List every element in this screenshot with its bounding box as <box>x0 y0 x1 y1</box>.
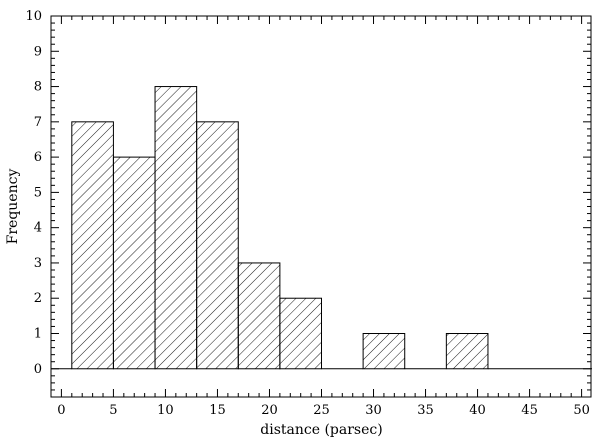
y-tick-label-1: 1 <box>34 327 42 342</box>
y-tick-label-5: 5 <box>34 185 42 200</box>
x-tick-label-0: 0 <box>57 403 65 418</box>
y-tick-label-9: 9 <box>34 44 42 59</box>
histogram-bar-1 <box>112 156 156 370</box>
bars-layer <box>51 86 592 370</box>
x-tick-label-50: 50 <box>573 403 590 418</box>
histogram-bar-5 <box>279 297 322 370</box>
x-tick-label-40: 40 <box>469 403 486 418</box>
y-tick-label-6: 6 <box>34 150 42 165</box>
y-tick-label-0: 0 <box>34 362 42 377</box>
histogram-bar-0 <box>71 121 114 370</box>
x-tick-label-20: 20 <box>261 403 278 418</box>
y-tick-label-8: 8 <box>34 80 42 95</box>
y-tick-label-7: 7 <box>34 115 42 130</box>
histogram-bar-2 <box>154 86 198 370</box>
y-tick-label-2: 2 <box>34 291 42 306</box>
x-tick-label-25: 25 <box>313 403 330 418</box>
y-tick-label-3: 3 <box>34 256 42 271</box>
y-tick-label-4: 4 <box>34 221 42 236</box>
histogram-bar-9 <box>445 333 489 370</box>
x-tick-label-5: 5 <box>109 403 117 418</box>
x-tick-label-45: 45 <box>521 403 538 418</box>
histogram-bar-3 <box>196 121 239 370</box>
y-tick-label-10: 10 <box>25 9 42 24</box>
x-tick-label-30: 30 <box>365 403 382 418</box>
x-tick-label-10: 10 <box>157 403 174 418</box>
x-tick-label-35: 35 <box>417 403 434 418</box>
x-axis-label: distance (parsec) <box>260 422 382 438</box>
y-axis-label: Frequency <box>5 169 21 245</box>
histogram-bar-4 <box>237 262 281 370</box>
histogram-bar-7 <box>362 333 406 370</box>
x-tick-label-15: 15 <box>209 403 226 418</box>
